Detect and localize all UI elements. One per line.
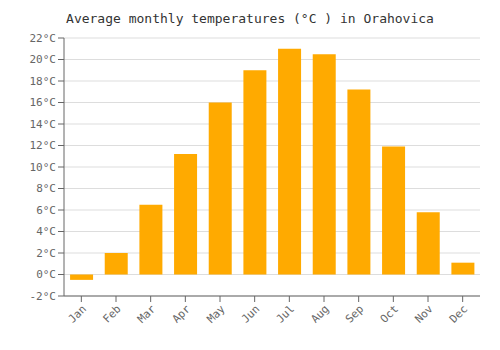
svg-text:2°C: 2°C (36, 247, 56, 260)
svg-text:Oct: Oct (378, 302, 401, 325)
svg-text:Feb: Feb (100, 302, 123, 325)
svg-text:Mar: Mar (135, 302, 159, 326)
html-text:Average monthly temperatures (: Average monthly temperatures (°C ) in Or… (66, 11, 434, 26)
svg-text:Jan: Jan (66, 302, 89, 325)
svg-text:4°C: 4°C (36, 225, 56, 238)
svg-text:Aug: Aug (308, 302, 331, 325)
svg-text:12°C: 12°C (30, 139, 57, 152)
svg-text:10°C: 10°C (30, 161, 57, 174)
svg-text:20°C: 20°C (30, 53, 57, 66)
svg-text:18°C: 18°C (30, 75, 57, 88)
svg-text:Apr: Apr (170, 302, 194, 326)
svg-text:8°C: 8°C (36, 182, 56, 195)
svg-text:Sep: Sep (343, 302, 366, 325)
svg-text:Jun: Jun (239, 302, 262, 325)
svg-text:0°C: 0°C (36, 268, 56, 281)
svg-text:Nov: Nov (412, 302, 436, 326)
svg-text:May: May (204, 302, 228, 326)
svg-text:Dec: Dec (447, 302, 470, 325)
svg-text:14°C: 14°C (30, 118, 57, 131)
svg-text:-2°C: -2°C (30, 290, 57, 303)
svg-text:Jul: Jul (274, 302, 297, 325)
svg-text:6°C: 6°C (36, 204, 56, 217)
svg-text:22°C: 22°C (30, 32, 57, 45)
svg-text:16°C: 16°C (30, 96, 57, 109)
